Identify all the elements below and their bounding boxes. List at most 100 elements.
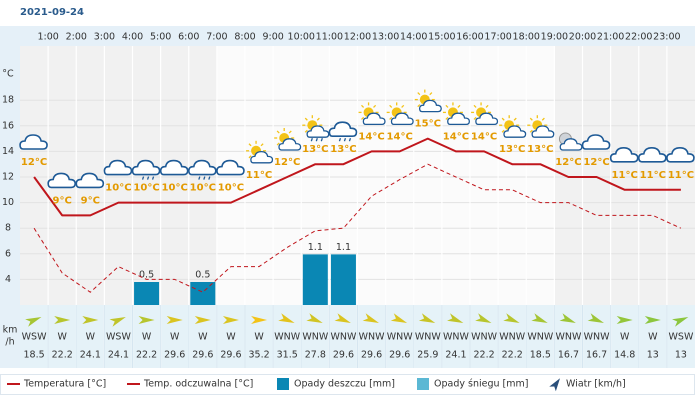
wind-speed: 16.7	[558, 350, 579, 361]
temp-label: 10°C	[105, 183, 131, 194]
hour-label: 19:00	[541, 32, 568, 43]
wind-direction: WSW	[669, 332, 694, 343]
rain-drop	[338, 137, 342, 142]
hour-header	[0, 26, 695, 46]
wind-speed: 29.6	[389, 350, 410, 361]
sun-ray	[248, 155, 252, 159]
weather-icon	[358, 102, 386, 126]
wind-arrow	[503, 313, 520, 323]
wind-direction: W	[86, 332, 96, 343]
wind-direction: WNW	[499, 332, 525, 343]
wind-direction: WNW	[302, 332, 328, 343]
wind-speed: 29.6	[220, 350, 241, 361]
weather-icon	[188, 159, 217, 180]
sun-ray	[304, 117, 308, 121]
wind-direction: WNW	[330, 332, 356, 343]
wind-arrow	[334, 313, 351, 323]
sun-ray	[513, 117, 517, 121]
hour-label: 13:00	[372, 32, 399, 43]
hour-label: 14:00	[400, 32, 427, 43]
rain-label: 0.5	[195, 270, 210, 281]
wind-arrow	[447, 313, 464, 323]
column-bg	[385, 46, 414, 305]
sun-ray	[457, 104, 461, 108]
sun-ray	[485, 104, 489, 108]
weather-icon	[609, 147, 639, 163]
hour-label: 18:00	[513, 32, 540, 43]
column-bg	[526, 46, 555, 305]
rain-drop	[198, 176, 201, 180]
cloud	[75, 172, 105, 189]
legend-label: Temperatura [°C]	[23, 379, 106, 390]
column-bg	[245, 46, 274, 305]
hour-label: 10:00	[288, 32, 315, 43]
wind-arrow	[138, 316, 155, 324]
wind-arrow	[54, 316, 71, 324]
wind-arrow	[306, 313, 323, 323]
wind-direction: WSW	[22, 332, 47, 343]
hour-label: 4:00	[122, 32, 143, 43]
hour-label: 8:00	[234, 32, 255, 43]
column-bg	[610, 46, 639, 305]
column-bg	[160, 46, 189, 305]
column-bg	[132, 46, 161, 305]
wind-direction: W	[226, 332, 236, 343]
legend-swatch	[277, 378, 289, 390]
hour-label: 7:00	[206, 32, 227, 43]
wind-arrow	[166, 316, 183, 324]
wind-speed: 31.5	[277, 350, 298, 361]
column-bg	[638, 46, 667, 305]
wind-arrow	[531, 313, 548, 323]
wind-direction: WNW	[359, 332, 385, 343]
wind-speed: 22.2	[473, 350, 494, 361]
y-tick-label: 8	[5, 223, 11, 234]
y-tick-label: 6	[5, 248, 11, 259]
cloud	[390, 112, 414, 126]
column-bg	[498, 46, 527, 305]
weather-icon	[246, 140, 274, 164]
temp-label: 14°C	[471, 131, 497, 142]
cloud	[47, 172, 76, 189]
sun-ray	[445, 104, 449, 108]
column-bg	[357, 46, 386, 305]
weather-icon	[328, 121, 358, 142]
weather-icon	[131, 159, 161, 180]
sun-ray	[473, 116, 477, 120]
wind-arrow	[587, 313, 604, 323]
cloud	[418, 99, 442, 113]
legend-label: Opady śniegu [mm]	[434, 379, 528, 390]
rain-drop	[315, 137, 318, 142]
weather-icon	[274, 128, 302, 151]
wind-speed: 18.5	[23, 350, 44, 361]
rain-drop	[141, 176, 145, 180]
y-unit: °C	[2, 69, 14, 80]
wind-arrow	[278, 313, 295, 323]
wind-direction: W	[648, 332, 658, 343]
wind-direction: WNW	[415, 332, 441, 343]
temp-label: 11°C	[612, 170, 638, 181]
weather-icon	[414, 89, 442, 113]
wind-unit: km	[3, 325, 18, 336]
hour-label: 9:00	[262, 32, 283, 43]
axis-strip	[0, 46, 20, 368]
temp-label: 13°C	[499, 144, 525, 155]
rain-bar	[190, 282, 216, 305]
sun-ray	[361, 116, 365, 120]
cloud	[328, 121, 358, 137]
legend-label: Temp. odczuwalna [°C]	[143, 379, 253, 390]
cloud	[581, 134, 611, 150]
cloud	[559, 138, 583, 151]
hour-label: 3:00	[94, 32, 115, 43]
wind-direction: WNW	[555, 332, 581, 343]
rain-drop	[343, 137, 347, 142]
y-tick-label: 18	[2, 95, 14, 106]
sun-ray	[276, 130, 280, 134]
temp-label: 13°C	[330, 144, 356, 155]
temp-label: 12°C	[274, 157, 300, 168]
weather-icon	[471, 102, 499, 126]
rain-drop	[310, 137, 313, 142]
weather-icon	[666, 147, 695, 163]
rain-bar	[302, 254, 328, 305]
y-tick-label: 12	[2, 172, 14, 183]
column-bg	[188, 46, 217, 305]
